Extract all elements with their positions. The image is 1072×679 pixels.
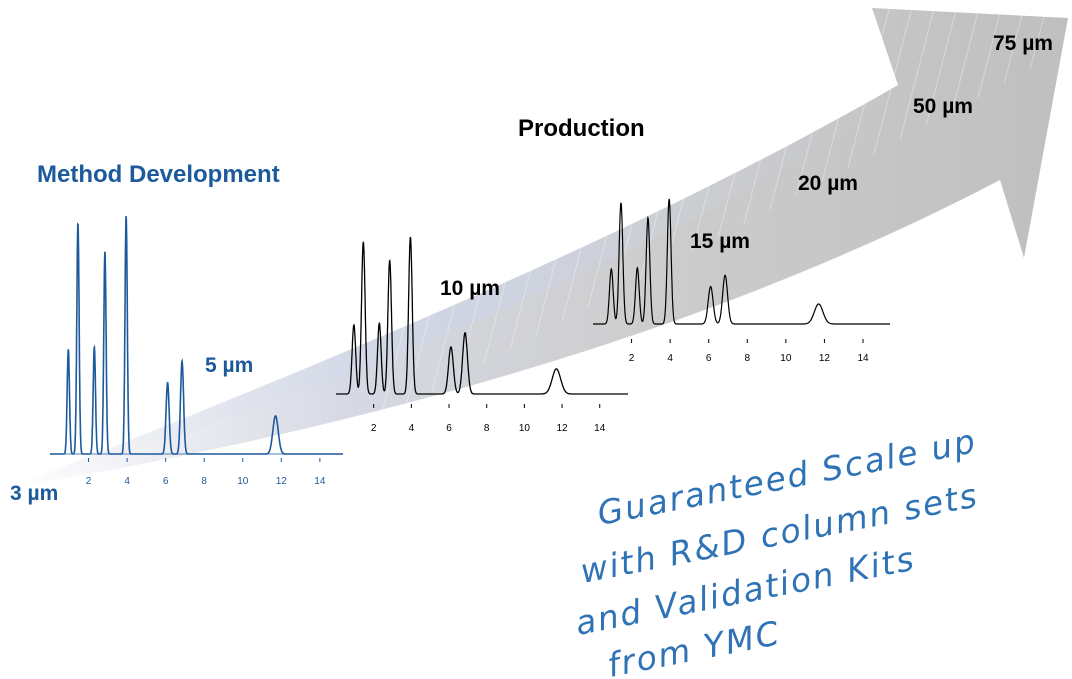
production-heading: Production xyxy=(518,115,645,142)
axis-tick-label: 12 xyxy=(819,353,831,364)
arrow-stripes xyxy=(379,0,1049,421)
axis-tick-label: 2 xyxy=(629,353,635,364)
arrow-stripe xyxy=(1003,0,1027,85)
arrow-stripe xyxy=(379,249,425,421)
arrow-stripe xyxy=(847,0,892,169)
size-label-75um: 75 µm xyxy=(993,32,1053,55)
arrow-stripe xyxy=(535,165,581,337)
axis-tick-label: 14 xyxy=(857,353,869,364)
axis-tick-label: 14 xyxy=(314,476,326,487)
axis-tick-label: 10 xyxy=(519,423,531,434)
arrow-stripe xyxy=(977,0,1004,99)
arrow-stripe xyxy=(769,39,815,211)
arrow-stripe xyxy=(899,0,937,141)
axis-tick-label: 10 xyxy=(237,476,249,487)
axis-tick-label: 12 xyxy=(557,423,569,434)
chromatogram-5um: 2 4 6 8 10 12 14 xyxy=(50,216,343,487)
arrow-stripe xyxy=(483,193,529,365)
chromatogram-15um: 2 4 6 8 10 12 14 xyxy=(593,198,890,364)
axis-tick-label: 4 xyxy=(124,476,130,487)
arrow-stripe xyxy=(665,95,711,267)
arrow-stripe xyxy=(405,235,451,407)
axis-tick-label: 4 xyxy=(667,353,673,364)
arrow-stripe xyxy=(587,137,633,309)
axis-tick-label: 6 xyxy=(446,423,452,434)
arrow-stripe xyxy=(743,53,789,225)
arrow-stripe xyxy=(1029,0,1049,71)
arrow-stripe xyxy=(639,109,685,281)
axis-tick-label: 8 xyxy=(745,353,751,364)
axis-tick-label: 2 xyxy=(86,476,92,487)
chromatogram-trace xyxy=(336,236,628,395)
arrow-stripe xyxy=(561,151,607,323)
axis-tick-label: 8 xyxy=(201,476,207,487)
arrow-stripe xyxy=(613,123,659,295)
arrow-stripe xyxy=(457,207,503,379)
arrow-stripe xyxy=(795,25,841,197)
size-label-10um: 10 µm xyxy=(440,277,500,300)
size-label-20um: 20 µm xyxy=(798,172,858,195)
growth-arrow xyxy=(10,8,1068,488)
arrow-stripe xyxy=(509,179,555,351)
size-label-3um: 3 µm xyxy=(10,482,58,505)
tagline: Guaranteed Scale up with R&D column sets… xyxy=(572,421,982,679)
size-label-5um: 5 µm xyxy=(205,354,253,377)
arrow-stripe xyxy=(925,0,960,127)
arrow-stripe xyxy=(951,0,982,113)
arrow-stripe xyxy=(431,221,477,393)
axis-tick-label: 10 xyxy=(780,353,792,364)
chromatogram-10um: 2 4 6 8 10 12 14 xyxy=(336,236,628,434)
axis-tick-label: 12 xyxy=(276,476,288,487)
axis-tick-label: 2 xyxy=(371,423,377,434)
method-development-heading: Method Development xyxy=(37,161,280,188)
axis-tick-label: 4 xyxy=(409,423,415,434)
axis-tick-label: 6 xyxy=(163,476,169,487)
arrow-stripe xyxy=(821,11,867,183)
size-label-15um: 15 µm xyxy=(690,230,750,253)
size-label-50um: 50 µm xyxy=(913,95,973,118)
axis-tick-label: 8 xyxy=(484,423,490,434)
arrow-stripe xyxy=(873,0,915,155)
arrow-stripe xyxy=(691,81,737,253)
chromatogram-trace xyxy=(593,198,890,325)
axis-tick-label: 14 xyxy=(594,423,606,434)
arrow-stripe xyxy=(717,67,763,239)
axis-tick-label: 6 xyxy=(706,353,712,364)
